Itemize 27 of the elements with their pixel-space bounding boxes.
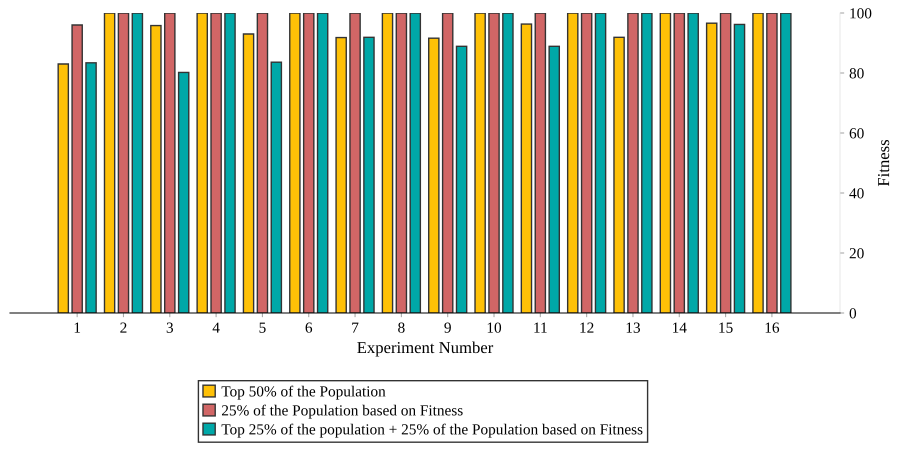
x-tick-label: 12 <box>580 322 594 333</box>
x-tick-label: 7 <box>352 322 358 333</box>
x-tick-label: 11 <box>534 322 547 333</box>
x-tick-label: 5 <box>259 322 266 333</box>
x-tick-label: 2 <box>120 322 126 333</box>
y-tick-label: 0 <box>850 308 856 318</box>
y-tick-label: 20 <box>850 248 864 258</box>
x-tick-label: 13 <box>626 322 640 333</box>
legend-label: Top 50% of the Population <box>222 386 386 400</box>
legend-label: Top 25% of the population + 25% of the Population based on Fitness <box>222 424 642 438</box>
x-tick-label: 8 <box>398 322 405 333</box>
x-tick-label: 10 <box>488 322 502 333</box>
x-tick-label: 15 <box>719 322 733 333</box>
x-tick-label: 4 <box>212 322 220 333</box>
y-axis-title: Fitness <box>878 140 890 186</box>
y-tick-label: 60 <box>850 128 864 138</box>
y-tick-label: 40 <box>849 188 864 198</box>
x-tick-label: 9 <box>444 322 451 333</box>
y-tick-label: 100 <box>850 8 872 18</box>
y-tick-label: 80 <box>850 68 864 78</box>
x-axis-title: Experiment Number <box>357 341 494 357</box>
legend-label: 25% of the Population based on Fitness <box>222 404 463 419</box>
x-tick-label: 16 <box>766 322 780 333</box>
x-tick-label: 6 <box>306 322 312 333</box>
x-tick-label: 1 <box>74 322 80 333</box>
x-tick-label: 14 <box>672 322 687 333</box>
x-tick-label: 3 <box>166 322 174 333</box>
